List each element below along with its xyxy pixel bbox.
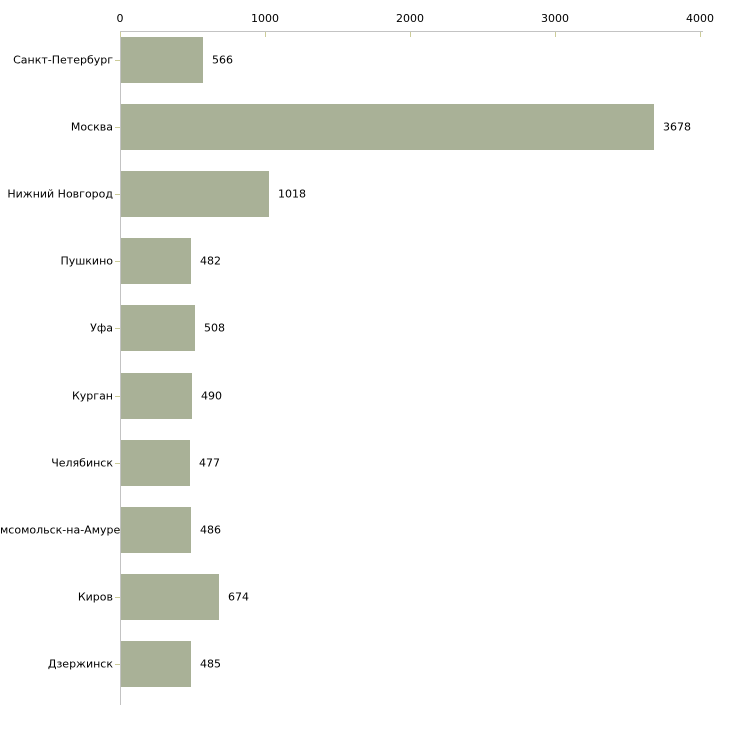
category-label: Уфа (90, 321, 113, 335)
category-tick-mark (115, 396, 120, 397)
x-axis-tick-mark (555, 32, 556, 37)
x-axis-tick-label: 3000 (541, 12, 569, 25)
bar (121, 171, 269, 217)
category-tick-mark (115, 261, 120, 262)
x-axis-tick-label: 4000 (686, 12, 714, 25)
x-axis-line (120, 31, 703, 32)
category-label: Челябинск (51, 456, 113, 470)
category-label: Нижний Новгород (7, 187, 113, 201)
bar-value-label: 1018 (278, 187, 306, 201)
category-tick-mark (115, 328, 120, 329)
category-tick-mark (115, 664, 120, 665)
bar (121, 574, 219, 620)
x-axis-tick-mark (265, 32, 266, 37)
category-label: Москва (70, 120, 113, 134)
category-label: Дзержинск (47, 657, 113, 671)
category-label: Санкт-Петербург (13, 53, 113, 67)
bar-value-label: 482 (200, 254, 221, 268)
category-label: Киров (77, 590, 113, 604)
bar-value-label: 508 (204, 321, 225, 335)
x-axis-tick-label: 1000 (251, 12, 279, 25)
x-axis-tick-mark (120, 32, 121, 37)
category-tick-mark (115, 194, 120, 195)
bar (121, 238, 191, 284)
bar (121, 641, 191, 687)
x-axis-tick-mark (700, 32, 701, 37)
bar-value-label: 674 (228, 590, 249, 604)
bar-value-label: 486 (200, 523, 221, 537)
bar (121, 507, 191, 553)
bar-value-label: 477 (199, 456, 220, 470)
bar (121, 37, 203, 83)
category-tick-mark (115, 60, 120, 61)
bar (121, 305, 195, 351)
category-tick-mark (115, 463, 120, 464)
x-axis-tick-label: 2000 (396, 12, 424, 25)
bar-value-label: 485 (200, 657, 221, 671)
x-axis-tick-mark (410, 32, 411, 37)
bar (121, 373, 192, 419)
bar (121, 440, 190, 486)
bar-value-label: 566 (212, 53, 233, 67)
category-label: мсомольск-на-Амуре (0, 523, 121, 537)
bar (121, 104, 654, 150)
bar-value-label: 490 (201, 389, 222, 403)
category-label: Курган (71, 389, 113, 403)
category-tick-mark (115, 127, 120, 128)
category-tick-mark (115, 530, 120, 531)
x-axis-tick-label: 0 (116, 12, 124, 25)
category-label: Пушкино (60, 254, 113, 268)
y-axis-line (120, 31, 121, 705)
category-tick-mark (115, 597, 120, 598)
bar-value-label: 3678 (663, 120, 691, 134)
